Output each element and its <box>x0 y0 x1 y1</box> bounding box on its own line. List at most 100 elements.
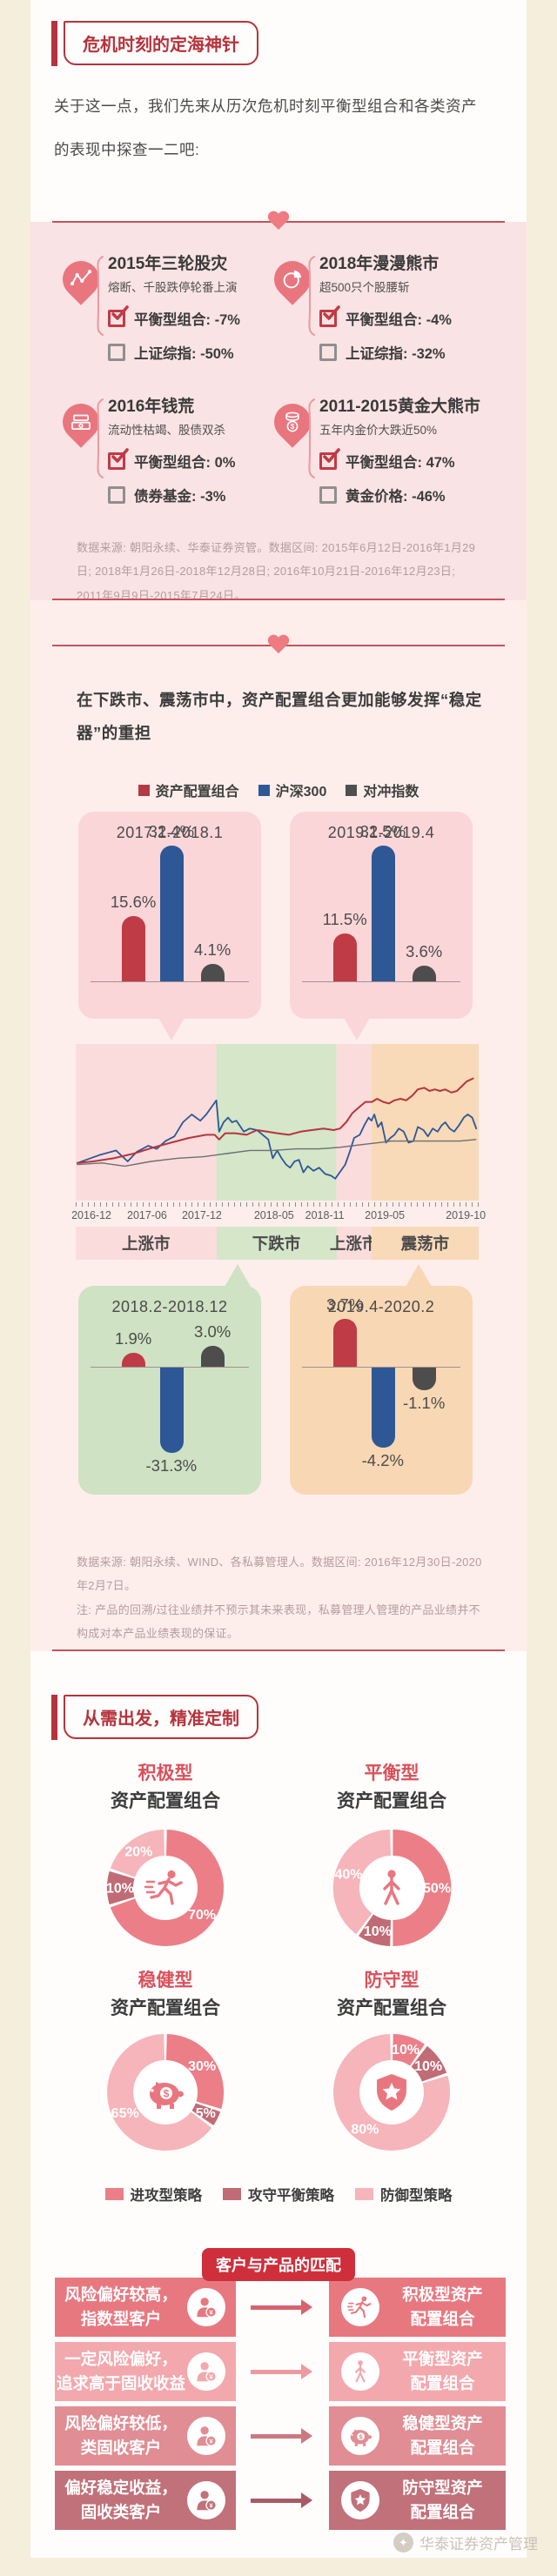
piggy-icon: $ <box>350 2429 372 2446</box>
checked-checkbox-icon <box>319 305 340 327</box>
pin-glyph <box>274 261 311 298</box>
bar <box>413 966 437 981</box>
crisis-metric: 债券基金: -3% <box>108 485 286 505</box>
bar-value-label: 11.5% <box>322 909 367 928</box>
strategy-legend-swatch <box>355 2188 373 2200</box>
chart-period-title: 2019.1-2019.4 <box>327 824 435 841</box>
crisis-metric-text: 平衡型组合: -7% <box>134 312 240 328</box>
customer-cell: 风险偏好较低， 类固收客户 ¥ <box>55 2406 236 2466</box>
heart-icon <box>267 211 290 232</box>
unchecked-checkbox-icon <box>108 486 125 504</box>
bar-value-label: 1.9% <box>115 1329 152 1348</box>
runner-icon <box>341 2288 379 2326</box>
crisis-title: 2018年漫漫熊市 <box>319 255 440 273</box>
piggy-icon: $ <box>341 2417 379 2455</box>
customer-text-line: 固收类客户 <box>80 2503 162 2521</box>
pin-glyph: $ <box>274 404 311 440</box>
runner-icon <box>144 1870 183 1905</box>
axis-tick-label: 2017-06 <box>127 1209 167 1221</box>
bar <box>201 964 225 981</box>
crisis-metric: 平衡型组合: 0% <box>108 448 286 472</box>
bar <box>159 846 184 981</box>
legend-item: 对冲指数 <box>346 779 419 800</box>
customer-cell: 一定风险偏好， 追求高于固收收益 ¥ <box>55 2342 236 2401</box>
bar <box>371 1368 395 1448</box>
bracket-decoration <box>92 397 104 488</box>
bracket-decoration <box>92 254 104 345</box>
donut-slice-label: 65% <box>111 2106 139 2121</box>
customer-cell: 偏好稳定收益， 固收类客户 ¥ <box>55 2471 236 2530</box>
strategy-legend-swatch <box>104 2188 124 2200</box>
walker-icon <box>341 2352 379 2391</box>
donut-slice-label: 30% <box>188 2059 216 2074</box>
product-cell: 平衡型资产 配置组合 <box>329 2342 506 2401</box>
portfolio-type-title: 防守型 <box>364 1970 419 1991</box>
axis-tick-label: 2016-12 <box>71 1209 111 1221</box>
person-yuan-icon: ¥ <box>197 2491 217 2511</box>
crisis-metric: 上证综指: -50% <box>108 342 286 363</box>
customer-text: 风险偏好较高， 指数型客户 <box>55 2283 187 2332</box>
walker-icon <box>371 1867 413 1913</box>
brand-watermark: ✦ 华泰证券资产管理 <box>393 2532 538 2553</box>
donut-slice-label: 10% <box>106 1882 134 1897</box>
donut-slice-label: 10% <box>392 2043 419 2057</box>
crisis-card-body: 2011-2015黄金大熊市 五年内金价大跌近50% 平衡型组合: 47% 黄金价格:… <box>308 393 498 505</box>
line-chart-pin-icon <box>70 270 92 286</box>
walker-icon <box>354 2360 366 2383</box>
panel1-bottom-line <box>52 599 505 600</box>
donut-slice-label: 10% <box>414 2059 442 2074</box>
bar-value-label: 4.1% <box>194 940 232 960</box>
product-text-line: 配置组合 <box>410 2374 475 2392</box>
strategy-legend: 进攻型策略 攻守平衡策略 防御型策略 <box>52 2184 505 2205</box>
product-text-line: 稳健型资产 <box>402 2414 483 2433</box>
zone-label-text: 上涨市 <box>122 1234 171 1253</box>
person-yuan-icon: ¥ <box>187 2288 225 2326</box>
line-chart-pin-icon <box>55 253 107 305</box>
bar-value-label: -31.3% <box>145 1456 198 1475</box>
customer-text-line: 追求高于固收收益 <box>56 2374 185 2392</box>
market-zone-label: 上涨市 <box>76 1227 217 1260</box>
section3-title: 从需出发，精准定制 <box>64 1695 258 1739</box>
axis-tick-label: 2018-11 <box>305 1209 345 1221</box>
product-cell: $ 稳健型资产 配置组合 <box>329 2406 506 2466</box>
crisis-subtitle: 五年内金价大跌近50% <box>319 424 438 437</box>
pin-glyph <box>63 261 99 298</box>
bar-value-label: 32.5% <box>359 822 406 840</box>
crisis-metric-text: 平衡型组合: 0% <box>134 455 236 471</box>
title-accent-bar <box>51 1695 57 1740</box>
donut-slice-label: 70% <box>188 1908 216 1923</box>
product-cell: 防守型资产 配置组合 <box>329 2471 506 2530</box>
market-zone-strip: 上涨市 下跌市 上涨市 震荡市 <box>76 1227 479 1260</box>
axis-tick-label: 2019-05 <box>365 1209 406 1221</box>
crisis-card-body: 2016年钱荒 流动性枯竭、股债双杀 平衡型组合: 0% 债券基金: -3% <box>97 393 286 505</box>
pie-chart-pin-icon <box>266 253 319 305</box>
customer-cell: 风险偏好较高， 指数型客户 ¥ <box>55 2278 236 2337</box>
customer-text-line: 一定风险偏好， <box>64 2350 178 2369</box>
source-note-2-text: 数据来源: 朝阳永续、WIND、各私募管理人。数据区间: 2016年12月30日… <box>77 1556 482 1593</box>
crisis-metric-text: 债券基金: -3% <box>134 489 226 505</box>
bar <box>371 846 395 981</box>
legend-swatch <box>346 784 358 796</box>
product-cell: 积极型资产 配置组合 <box>329 2278 506 2337</box>
legend-label: 资产配置组合 <box>155 785 239 800</box>
customer-text-line: 类固收客户 <box>80 2439 162 2457</box>
brand-name: 华泰证券资产管理 <box>419 2536 538 2553</box>
walker-icon <box>383 1870 400 1905</box>
chart-bubble: 2018.2-2018.12 1.9% -31.3% 3.0% <box>78 1286 261 1495</box>
product-text-line: 平衡型资产 <box>402 2350 483 2369</box>
svg-text:¥: ¥ <box>210 2501 214 2509</box>
crisis-card-body: 2018年漫漫熊市 超500只个股腰斩 平衡型组合: -4% 上证综指: -32% <box>308 251 498 363</box>
chart-area: 3.7% -4.2% -1.1% <box>302 1295 460 1473</box>
runner-icon <box>347 2296 372 2318</box>
customer-text: 偏好稳定收益， 固收类客户 <box>55 2476 187 2525</box>
legend-swatch <box>138 784 150 796</box>
portfolio-type-title: 平衡型 <box>364 1763 419 1783</box>
strategy-legend-item: 攻守平衡策略 <box>223 2184 334 2205</box>
piggy-icon: $ <box>144 2071 186 2118</box>
section1-intro: 关于这一点，我们先来从历次危机时刻平衡型组合和各类资产的表现中探查一二吧: <box>54 97 477 158</box>
market-line-chart <box>76 1044 479 1201</box>
customer-text-line: 风险偏好较低， <box>64 2414 178 2433</box>
shield-icon <box>377 2074 406 2111</box>
zone-label-text: 下跌市 <box>252 1234 301 1253</box>
